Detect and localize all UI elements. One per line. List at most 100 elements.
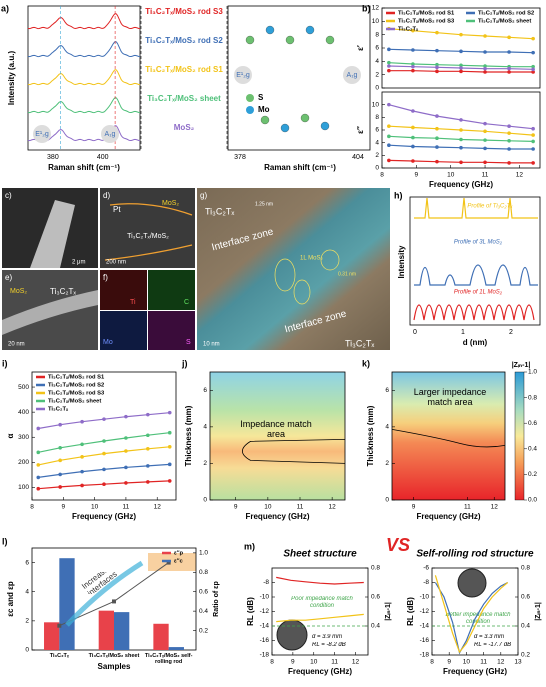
label: d)	[103, 191, 110, 200]
marker	[435, 69, 439, 74]
y-axis-label: ε″	[356, 126, 365, 134]
highlight-ellipses	[274, 249, 340, 305]
label: g)	[200, 191, 207, 200]
y-tick-label: 4	[375, 58, 379, 65]
marker	[411, 109, 415, 113]
y-tick-label: -18	[420, 652, 430, 659]
marker	[124, 465, 128, 470]
y2-tick-label: 0.8	[521, 565, 530, 572]
marker	[167, 410, 172, 415]
marker	[531, 161, 535, 165]
plot-frame	[31, 371, 177, 501]
panel-label: i)	[2, 358, 8, 368]
y-tick-label: 0	[375, 85, 379, 92]
marker	[58, 485, 62, 489]
marker	[36, 450, 41, 455]
y-tick-label: 0	[203, 497, 207, 504]
marker	[459, 145, 463, 150]
x-tick-label: 12	[329, 504, 337, 511]
colorbar-tick-label: 0.6	[528, 420, 537, 427]
x-tick-label: 11	[123, 504, 130, 511]
panel-label: j)	[181, 358, 188, 368]
marker	[483, 66, 487, 71]
label: 20 nm	[8, 342, 25, 348]
tem-image	[100, 188, 195, 268]
y-tick-label: 10	[372, 101, 380, 108]
marker	[435, 159, 439, 164]
mode-badge	[234, 66, 252, 84]
marker	[411, 28, 415, 33]
label: Ti	[130, 299, 136, 306]
marker	[411, 135, 415, 140]
marker	[387, 143, 391, 147]
marker	[102, 467, 106, 472]
y-tick-label: 200	[18, 459, 29, 466]
annotation: RL = -17.7 dB	[474, 642, 511, 648]
label: Intensity (a.u.)	[7, 51, 16, 106]
marker	[435, 145, 439, 149]
label: A₁g	[347, 72, 358, 79]
label: C	[184, 299, 189, 306]
panel-label: l)	[2, 536, 8, 546]
label: Ti₃C₂Tₓ/MoS₂ rod S1	[145, 66, 223, 74]
heatmap	[210, 372, 345, 500]
x-tick-label: 8	[270, 659, 274, 666]
marker	[483, 146, 487, 151]
label: Ti₃C₂Tₓ	[345, 338, 374, 348]
marker	[387, 158, 391, 163]
marker	[459, 32, 463, 37]
marker	[507, 138, 511, 143]
atom	[300, 113, 310, 123]
y2-tick-label: 1.0	[199, 550, 208, 557]
x-tick-label: Ti₃C₂Tₓ/MoS₂ self-rolling rod	[145, 653, 193, 665]
marker	[146, 433, 150, 438]
bar	[44, 622, 60, 650]
marker	[507, 124, 511, 128]
label: Mo	[103, 339, 113, 346]
y-tick-label: 2	[203, 460, 207, 467]
y2-tick-label: 0.2	[521, 652, 530, 659]
marker	[411, 159, 415, 163]
label: 1.25 nm	[255, 201, 273, 207]
marker	[531, 139, 535, 144]
y2-axis-label: |Zᵢₙ-1|	[535, 602, 542, 621]
inset-image	[276, 619, 308, 651]
frame	[409, 196, 541, 326]
y-tick-label: 4	[375, 139, 379, 146]
arrow	[65, 560, 144, 627]
label: 10 nm	[203, 342, 220, 348]
marker	[483, 129, 487, 134]
label: Ti₃C₂Tₓ/MoS₂ rod S2	[145, 37, 223, 45]
legend-label: Ti₃C₂Tₓ/MoS₂ rod S1	[398, 11, 455, 17]
plot-frame	[391, 371, 506, 501]
label: MoS₂	[173, 124, 195, 132]
label: 378	[234, 154, 246, 161]
y-tick-label: 4	[25, 588, 29, 595]
y2-tick-label: 0.2	[199, 627, 208, 634]
x-tick-label: 9	[412, 504, 416, 511]
x-tick-label: Ti₃C₂Tₓ	[50, 653, 69, 659]
plot-frame	[209, 371, 346, 501]
marker	[80, 483, 84, 488]
x-tick-label: 10	[447, 172, 455, 179]
y-axis-label: Thickness (mm)	[366, 405, 375, 466]
marker	[435, 136, 439, 141]
label: a)	[1, 3, 9, 13]
contour-line	[391, 428, 506, 448]
colorbar-tick-label: 0.2	[528, 471, 537, 478]
marker	[459, 137, 463, 142]
atom	[280, 123, 290, 133]
label: S	[258, 93, 264, 102]
y-tick-label: 6	[385, 387, 389, 394]
marker	[167, 462, 172, 467]
y2-axis-label: Ratio of εp	[213, 581, 220, 617]
x-tick-label: 9	[291, 659, 295, 666]
series-line	[38, 446, 170, 466]
mode-badge	[33, 125, 51, 143]
marker	[459, 160, 463, 165]
marker	[124, 481, 128, 485]
x-tick-label: 8	[430, 659, 434, 666]
frame	[227, 5, 371, 151]
marker	[146, 412, 150, 417]
x-tick-label: 10	[264, 504, 272, 511]
